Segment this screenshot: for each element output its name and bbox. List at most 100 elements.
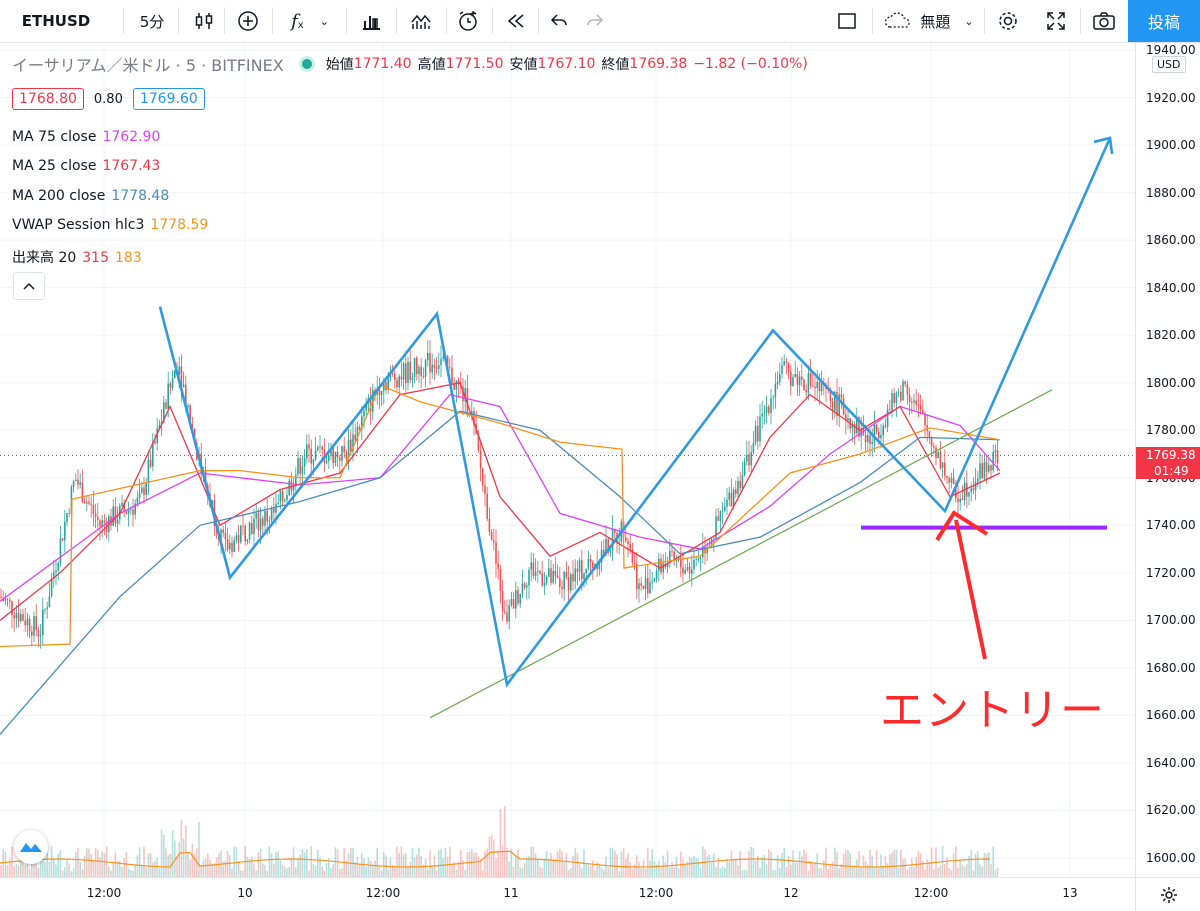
bar-chart-icon[interactable] (352, 0, 390, 42)
volume-bar (763, 854, 766, 877)
candle-body (240, 525, 242, 543)
candle-body (402, 363, 405, 380)
volume-bar (880, 854, 882, 877)
volume-bar (633, 864, 636, 877)
volume-bar (735, 859, 737, 877)
indicators-icon[interactable]: f x ⌄ (291, 10, 329, 32)
volume-bar (937, 867, 939, 877)
candle-body (754, 425, 757, 443)
indicator-volume[interactable]: 出来高 20 315 183 (12, 247, 142, 267)
axis-settings-icon[interactable] (1135, 877, 1200, 911)
indicator-ma25[interactable]: MA 25 close 1767.43 (12, 158, 160, 174)
candle-body (873, 424, 876, 443)
collapse-legend-button[interactable] (13, 272, 45, 300)
volume-bar (686, 861, 689, 877)
candle-body (818, 382, 821, 392)
volume-bar (319, 857, 321, 877)
candle-body (237, 535, 240, 543)
candle-body (974, 482, 977, 491)
chevron-down-icon: ⌄ (964, 14, 974, 28)
candle-body (248, 523, 251, 540)
volume-bar (974, 853, 977, 877)
candle-body (614, 529, 616, 533)
compare-add-icon[interactable] (230, 0, 266, 42)
candle-body (387, 378, 389, 390)
candle-body (57, 563, 59, 571)
candle-body (838, 394, 840, 416)
price-tick-label: 1640.00 (1146, 755, 1196, 770)
volume-bar (59, 850, 62, 877)
buy-price-button[interactable]: 1769.60 (132, 88, 205, 110)
candle-body (79, 482, 81, 485)
candle-body (988, 465, 990, 472)
candle-body (504, 611, 506, 613)
indicator-ma200[interactable]: MA 200 close 1778.48 (12, 188, 169, 204)
volume-bar (42, 854, 44, 877)
undo-icon[interactable] (544, 0, 574, 42)
indicator-ma75[interactable]: MA 75 close 1762.90 (12, 129, 160, 145)
volume-bar (37, 867, 40, 877)
volume-bar (961, 864, 964, 877)
candle-body (20, 614, 22, 621)
price-chart[interactable] (0, 43, 1135, 877)
candle-body (759, 416, 761, 442)
volume-bar (785, 867, 788, 877)
volume-bar (955, 846, 957, 877)
volume-bar (246, 856, 249, 877)
toolbar-divider (178, 8, 179, 34)
expand-icon[interactable] (1038, 0, 1074, 42)
replay-icon[interactable] (498, 0, 534, 42)
candle-body (673, 551, 675, 561)
candle-body (361, 416, 363, 430)
volume-bar (950, 869, 953, 877)
redo-icon[interactable] (580, 0, 610, 42)
interval-selector[interactable]: 5分 (139, 12, 165, 31)
compare-chart-icon[interactable] (402, 0, 440, 42)
camera-icon[interactable] (1086, 0, 1122, 42)
volume-bar (713, 853, 715, 877)
volume-bar (130, 870, 132, 877)
candle-body (889, 409, 891, 411)
time-axis[interactable]: 12:00 10 12:00 11 12:00 12 12:00 13 (0, 877, 1135, 911)
candle-body (871, 442, 873, 444)
layout-selector[interactable]: 無題 ⌄ (878, 0, 978, 42)
publish-button[interactable]: 投稿 (1128, 0, 1200, 42)
volume-bar (209, 859, 211, 877)
volume-bar (262, 863, 264, 877)
volume-bar (44, 862, 46, 877)
candle-body (299, 458, 301, 474)
price-tick-label: 1900.00 (1146, 138, 1196, 153)
volume-bar (149, 853, 152, 877)
sell-price-button[interactable]: 1768.80 (12, 88, 84, 110)
candle-style-icon[interactable] (186, 0, 222, 42)
volume-bar (556, 851, 559, 877)
gear-icon[interactable] (990, 0, 1026, 42)
candle-body (229, 542, 231, 550)
fullscreen-rect-icon[interactable] (832, 0, 862, 42)
volume-bar (94, 848, 97, 877)
volume-bar (24, 865, 26, 877)
candle-body (950, 477, 953, 483)
volume-bar (112, 861, 114, 877)
volume-bar (451, 865, 453, 877)
close-value: 1769.38 (629, 56, 688, 72)
candle-body (134, 503, 136, 515)
currency-label[interactable]: USD (1152, 56, 1186, 73)
price-tick-label: 1740.00 (1146, 518, 1196, 533)
volume-bar (28, 868, 31, 877)
candle-body (495, 542, 497, 564)
volume-bar (724, 867, 726, 877)
tradingview-logo[interactable] (14, 830, 48, 864)
volume-bar (70, 870, 73, 877)
volume-bar (134, 865, 136, 877)
indicator-vwap[interactable]: VWAP Session hlc3 1778.59 (12, 217, 208, 233)
candle-body (385, 381, 387, 390)
symbol-search[interactable]: ETHUSD (21, 12, 91, 30)
candle-body (416, 357, 418, 375)
candle-body (572, 574, 574, 582)
volume-bar (224, 860, 227, 877)
time-tick-label: 12:00 (365, 886, 401, 900)
price-axis[interactable]: 1940.00 1920.00 1900.00 1880.00 1860.00 1840.… (1135, 43, 1200, 877)
volume-bar (303, 852, 306, 877)
alarm-icon[interactable] (450, 0, 486, 42)
